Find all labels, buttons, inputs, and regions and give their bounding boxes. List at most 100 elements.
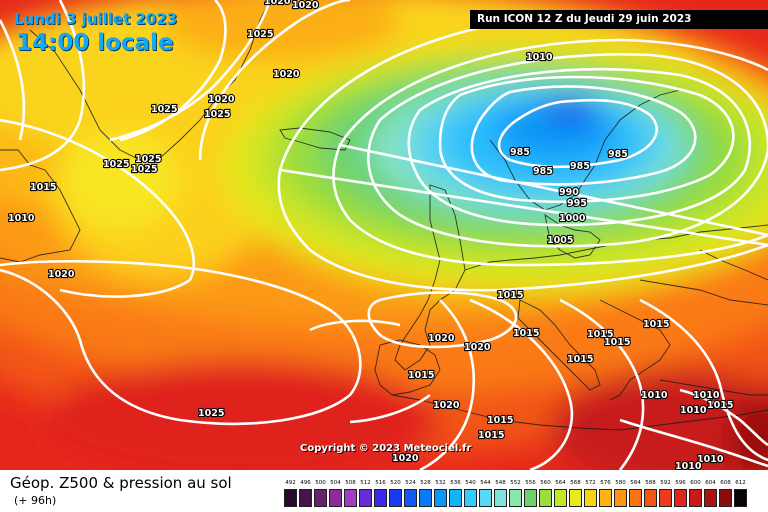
- legend-label: 568: [570, 480, 581, 486]
- color-scale-legend: 492 496 500 504 508 512 516 520 524 528 532 536 540 5…: [284, 480, 752, 510]
- model-run-banner: Run ICON 12 Z du Jeudi 29 juin 2023: [470, 10, 768, 29]
- svg-text:1025: 1025: [247, 29, 273, 40]
- legend-label: 500: [315, 480, 326, 486]
- legend-swatch: [434, 489, 447, 507]
- legend-label: 612: [735, 480, 746, 486]
- legend-swatch: [569, 489, 582, 507]
- legend-swatch: [374, 489, 387, 507]
- svg-text:1010: 1010: [526, 52, 553, 63]
- svg-text:1020: 1020: [428, 333, 455, 344]
- legend-label: 496: [300, 480, 311, 486]
- legend-label: 584: [630, 480, 641, 486]
- svg-text:1015: 1015: [513, 328, 539, 339]
- svg-text:1010: 1010: [641, 390, 668, 401]
- svg-text:1020: 1020: [48, 269, 75, 280]
- legend-label: 552: [510, 480, 521, 486]
- legend-label: 504: [330, 480, 341, 486]
- legend-swatch: [389, 489, 402, 507]
- svg-text:1020: 1020: [464, 342, 491, 353]
- svg-text:1020: 1020: [264, 0, 291, 7]
- legend-swatch: [419, 489, 432, 507]
- svg-text:985: 985: [570, 161, 590, 172]
- legend-label: 548: [495, 480, 506, 486]
- legend-swatch: [479, 489, 492, 507]
- legend-label: 592: [660, 480, 671, 486]
- svg-text:985: 985: [510, 147, 530, 158]
- legend-label: 544: [480, 480, 491, 486]
- legend-label: 492: [285, 480, 296, 486]
- legend-label: 512: [360, 480, 371, 486]
- svg-text:1020: 1020: [433, 400, 460, 411]
- copyright-notice: Copyright © 2023 Meteociel.fr: [300, 443, 472, 454]
- geopotential-field: 1020 1020 1025 1025 1020 1020 1025 1025 …: [0, 0, 768, 470]
- legend-swatch: [314, 489, 327, 507]
- legend-swatch: [494, 489, 507, 507]
- svg-text:1010: 1010: [675, 461, 702, 470]
- svg-text:1015: 1015: [478, 430, 504, 441]
- svg-text:1025: 1025: [135, 154, 161, 165]
- legend-label: 596: [675, 480, 686, 486]
- svg-text:1025: 1025: [131, 164, 157, 175]
- svg-text:1020: 1020: [208, 94, 235, 105]
- legend-swatch: [614, 489, 627, 507]
- legend-swatch: [719, 489, 732, 507]
- legend-label: 528: [420, 480, 431, 486]
- pressure-labels: 1020 1020 1025 1025 1020 1020 1025 1025 …: [7, 0, 735, 470]
- svg-text:1025: 1025: [103, 159, 129, 170]
- legend-label: 560: [540, 480, 551, 486]
- svg-text:1010: 1010: [693, 390, 720, 401]
- svg-text:1015: 1015: [707, 400, 733, 411]
- svg-text:1010: 1010: [697, 454, 724, 465]
- legend-label: 520: [390, 480, 401, 486]
- svg-text:1000: 1000: [559, 213, 586, 224]
- legend-label: 556: [525, 480, 536, 486]
- svg-text:995: 995: [567, 198, 587, 209]
- legend-label: 576: [600, 480, 611, 486]
- legend-label: 564: [555, 480, 566, 486]
- svg-text:1025: 1025: [204, 109, 230, 120]
- legend-swatch: [449, 489, 462, 507]
- forecast-date: Lundi 3 juillet 2023: [14, 10, 178, 28]
- svg-text:1015: 1015: [587, 329, 613, 340]
- legend-swatch: [644, 489, 657, 507]
- svg-text:1010: 1010: [680, 405, 707, 416]
- legend-label: 516: [375, 480, 386, 486]
- legend-swatch: [704, 489, 717, 507]
- legend-swatch: [584, 489, 597, 507]
- legend-swatch: [329, 489, 342, 507]
- legend-label: 604: [705, 480, 716, 486]
- svg-text:1015: 1015: [487, 415, 513, 426]
- legend-swatch: [404, 489, 417, 507]
- legend-label: 540: [465, 480, 476, 486]
- legend-label: 524: [405, 480, 416, 486]
- legend-label: 608: [720, 480, 731, 486]
- svg-text:1020: 1020: [292, 0, 319, 11]
- legend-swatch: [509, 489, 522, 507]
- legend-swatch: [359, 489, 372, 507]
- lead-time: (+ 96h): [14, 494, 57, 507]
- legend-label: 588: [645, 480, 656, 486]
- legend-label: 580: [615, 480, 626, 486]
- svg-text:1015: 1015: [643, 319, 669, 330]
- legend-label: 532: [435, 480, 446, 486]
- svg-text:1025: 1025: [151, 104, 177, 115]
- legend-label: 508: [345, 480, 356, 486]
- svg-text:1015: 1015: [567, 354, 593, 365]
- field-title: Géop. Z500 & pression au sol: [10, 474, 232, 492]
- svg-text:1015: 1015: [497, 290, 523, 301]
- legend-swatch: [464, 489, 477, 507]
- svg-text:1020: 1020: [392, 453, 419, 464]
- svg-text:1025: 1025: [198, 408, 224, 419]
- forecast-local-time: 14:00 locale: [16, 30, 174, 56]
- legend-swatch: [284, 489, 297, 507]
- legend-swatch: [659, 489, 672, 507]
- legend-swatch: [524, 489, 537, 507]
- svg-text:1005: 1005: [547, 235, 573, 246]
- svg-text:985: 985: [533, 166, 553, 177]
- isobars: [0, 0, 768, 470]
- svg-text:990: 990: [559, 187, 579, 198]
- svg-text:985: 985: [608, 149, 628, 160]
- legend-swatch: [344, 489, 357, 507]
- legend-swatch: [674, 489, 687, 507]
- legend-label: 600: [690, 480, 701, 486]
